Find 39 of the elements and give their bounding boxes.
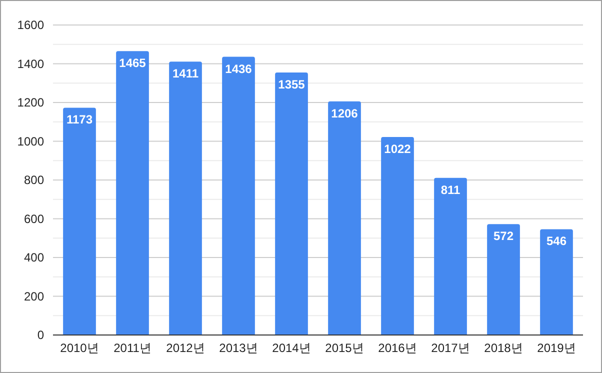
y-tick-label: 400 [24,250,44,265]
bar [116,51,149,335]
x-tick-label: 2016년 [378,341,417,355]
x-tick-label: 2013년 [219,341,258,355]
bar [540,229,573,335]
data-label: 546 [546,234,567,248]
y-tick-label: 200 [24,289,44,304]
bar [381,136,414,335]
y-tick-label: 0 [37,328,44,342]
x-tick-label: 2018년 [484,341,523,355]
bar [328,101,361,335]
x-tick-label: 2014년 [272,341,311,355]
data-label: 1436 [225,62,252,76]
bar [487,224,520,335]
data-label: 1411 [172,66,199,81]
x-tick-label: 2015년 [325,341,364,355]
data-label: 1206 [331,106,358,120]
data-label: 1355 [278,77,306,92]
x-tick-label: 2011년 [114,341,152,355]
y-tick-label: 800 [24,173,44,188]
data-label: 1465 [119,56,146,70]
y-tick-label: 1200 [17,96,44,110]
bar [169,62,202,335]
y-tick-label: 1400 [17,56,44,71]
y-tick-label: 1600 [17,18,44,32]
x-tick-label: 2012년 [166,341,205,355]
y-tick-label: 600 [24,212,44,226]
bar [434,178,467,335]
data-label: 572 [493,229,514,244]
x-tick-label: 2019년 [537,341,576,355]
data-label: 1173 [66,112,93,127]
bar [275,72,308,335]
bar [63,108,96,335]
data-label: 1022 [384,142,412,156]
x-tick-label: 2010년 [60,341,99,355]
x-tick-label: 2017년 [431,341,470,355]
y-tick-label: 1000 [17,134,44,148]
data-label: 811 [440,182,461,197]
bar [222,56,255,335]
